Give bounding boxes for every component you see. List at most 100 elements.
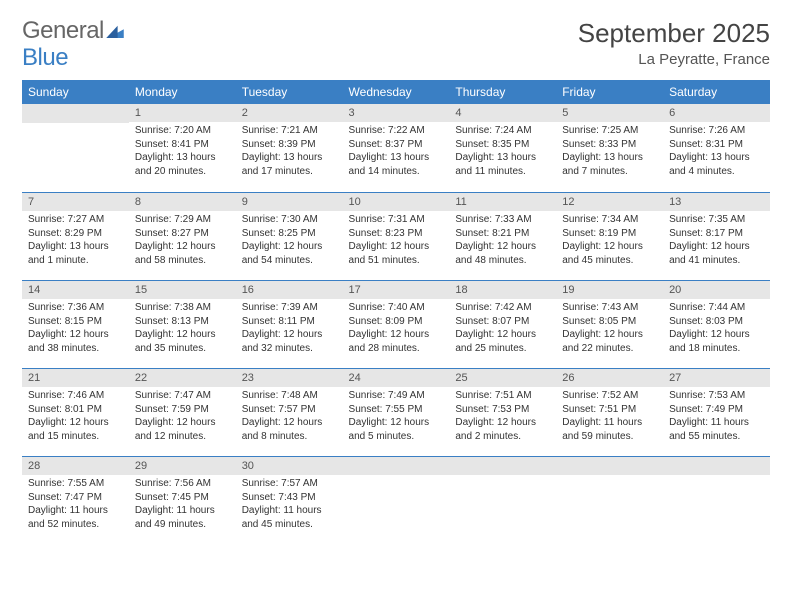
day-number: 14	[22, 280, 129, 299]
day-body: Sunrise: 7:44 AMSunset: 8:03 PMDaylight:…	[663, 299, 770, 359]
calendar-cell: 29Sunrise: 7:56 AMSunset: 7:45 PMDayligh…	[129, 456, 236, 544]
calendar-cell: 12Sunrise: 7:34 AMSunset: 8:19 PMDayligh…	[556, 192, 663, 280]
calendar-cell: 26Sunrise: 7:52 AMSunset: 7:51 PMDayligh…	[556, 368, 663, 456]
weekday-header: Thursday	[449, 80, 556, 104]
day-number: 13	[663, 192, 770, 211]
day-number: 10	[343, 192, 450, 211]
day-body: Sunrise: 7:56 AMSunset: 7:45 PMDaylight:…	[129, 475, 236, 535]
day-number: 12	[556, 192, 663, 211]
calendar-cell-empty	[22, 104, 129, 192]
calendar-row: 21Sunrise: 7:46 AMSunset: 8:01 PMDayligh…	[22, 368, 770, 456]
calendar-cell: 7Sunrise: 7:27 AMSunset: 8:29 PMDaylight…	[22, 192, 129, 280]
page-header: GeneralBlue September 2025 La Peyratte, …	[22, 18, 770, 70]
day-number: 1	[129, 104, 236, 122]
day-body: Sunrise: 7:29 AMSunset: 8:27 PMDaylight:…	[129, 211, 236, 271]
day-number: 22	[129, 368, 236, 387]
day-body: Sunrise: 7:47 AMSunset: 7:59 PMDaylight:…	[129, 387, 236, 447]
day-number: 28	[22, 456, 129, 475]
day-body: Sunrise: 7:31 AMSunset: 8:23 PMDaylight:…	[343, 211, 450, 271]
location-label: La Peyratte, France	[578, 51, 770, 68]
day-body: Sunrise: 7:51 AMSunset: 7:53 PMDaylight:…	[449, 387, 556, 447]
day-number: 23	[236, 368, 343, 387]
day-number: 25	[449, 368, 556, 387]
calendar-cell: 22Sunrise: 7:47 AMSunset: 7:59 PMDayligh…	[129, 368, 236, 456]
calendar-cell: 5Sunrise: 7:25 AMSunset: 8:33 PMDaylight…	[556, 104, 663, 192]
weekday-header: Sunday	[22, 80, 129, 104]
calendar-cell: 16Sunrise: 7:39 AMSunset: 8:11 PMDayligh…	[236, 280, 343, 368]
day-number: 2	[236, 104, 343, 122]
day-number: 17	[343, 280, 450, 299]
logo-icon	[106, 18, 124, 43]
day-body: Sunrise: 7:24 AMSunset: 8:35 PMDaylight:…	[449, 122, 556, 182]
calendar-cell: 27Sunrise: 7:53 AMSunset: 7:49 PMDayligh…	[663, 368, 770, 456]
day-body: Sunrise: 7:46 AMSunset: 8:01 PMDaylight:…	[22, 387, 129, 447]
calendar-cell: 20Sunrise: 7:44 AMSunset: 8:03 PMDayligh…	[663, 280, 770, 368]
day-body: Sunrise: 7:53 AMSunset: 7:49 PMDaylight:…	[663, 387, 770, 447]
calendar-body: 1Sunrise: 7:20 AMSunset: 8:41 PMDaylight…	[22, 104, 770, 544]
day-body: Sunrise: 7:25 AMSunset: 8:33 PMDaylight:…	[556, 122, 663, 182]
calendar-cell: 3Sunrise: 7:22 AMSunset: 8:37 PMDaylight…	[343, 104, 450, 192]
day-number: 18	[449, 280, 556, 299]
calendar-row: 1Sunrise: 7:20 AMSunset: 8:41 PMDaylight…	[22, 104, 770, 192]
calendar-cell: 4Sunrise: 7:24 AMSunset: 8:35 PMDaylight…	[449, 104, 556, 192]
weekday-header: Friday	[556, 80, 663, 104]
empty-day-strip	[663, 456, 770, 475]
page-title: September 2025	[578, 18, 770, 49]
calendar-row: 14Sunrise: 7:36 AMSunset: 8:15 PMDayligh…	[22, 280, 770, 368]
calendar-row: 7Sunrise: 7:27 AMSunset: 8:29 PMDaylight…	[22, 192, 770, 280]
day-body: Sunrise: 7:52 AMSunset: 7:51 PMDaylight:…	[556, 387, 663, 447]
day-number: 21	[22, 368, 129, 387]
calendar-cell: 13Sunrise: 7:35 AMSunset: 8:17 PMDayligh…	[663, 192, 770, 280]
day-body: Sunrise: 7:35 AMSunset: 8:17 PMDaylight:…	[663, 211, 770, 271]
day-number: 16	[236, 280, 343, 299]
day-body: Sunrise: 7:22 AMSunset: 8:37 PMDaylight:…	[343, 122, 450, 182]
empty-day-strip	[343, 456, 450, 475]
weekday-header: Saturday	[663, 80, 770, 104]
weekday-header: Monday	[129, 80, 236, 104]
logo-text-1: General	[22, 17, 104, 44]
empty-day-strip	[449, 456, 556, 475]
day-body: Sunrise: 7:48 AMSunset: 7:57 PMDaylight:…	[236, 387, 343, 447]
calendar-cell: 24Sunrise: 7:49 AMSunset: 7:55 PMDayligh…	[343, 368, 450, 456]
calendar-cell: 30Sunrise: 7:57 AMSunset: 7:43 PMDayligh…	[236, 456, 343, 544]
day-body: Sunrise: 7:34 AMSunset: 8:19 PMDaylight:…	[556, 211, 663, 271]
calendar-cell-empty	[556, 456, 663, 544]
calendar-cell: 10Sunrise: 7:31 AMSunset: 8:23 PMDayligh…	[343, 192, 450, 280]
logo-text-2: Blue	[22, 44, 68, 71]
calendar-cell: 6Sunrise: 7:26 AMSunset: 8:31 PMDaylight…	[663, 104, 770, 192]
calendar-cell: 9Sunrise: 7:30 AMSunset: 8:25 PMDaylight…	[236, 192, 343, 280]
day-number: 26	[556, 368, 663, 387]
day-body: Sunrise: 7:30 AMSunset: 8:25 PMDaylight:…	[236, 211, 343, 271]
day-body: Sunrise: 7:33 AMSunset: 8:21 PMDaylight:…	[449, 211, 556, 271]
day-number: 20	[663, 280, 770, 299]
day-number: 9	[236, 192, 343, 211]
calendar-table: SundayMondayTuesdayWednesdayThursdayFrid…	[22, 80, 770, 544]
day-body: Sunrise: 7:36 AMSunset: 8:15 PMDaylight:…	[22, 299, 129, 359]
calendar-cell-empty	[343, 456, 450, 544]
weekday-header: Wednesday	[343, 80, 450, 104]
day-number: 6	[663, 104, 770, 122]
day-number: 29	[129, 456, 236, 475]
day-body: Sunrise: 7:20 AMSunset: 8:41 PMDaylight:…	[129, 122, 236, 182]
day-body: Sunrise: 7:39 AMSunset: 8:11 PMDaylight:…	[236, 299, 343, 359]
calendar-cell-empty	[663, 456, 770, 544]
calendar-cell: 25Sunrise: 7:51 AMSunset: 7:53 PMDayligh…	[449, 368, 556, 456]
calendar-cell: 18Sunrise: 7:42 AMSunset: 8:07 PMDayligh…	[449, 280, 556, 368]
day-body: Sunrise: 7:27 AMSunset: 8:29 PMDaylight:…	[22, 211, 129, 271]
day-body: Sunrise: 7:57 AMSunset: 7:43 PMDaylight:…	[236, 475, 343, 535]
day-body: Sunrise: 7:40 AMSunset: 8:09 PMDaylight:…	[343, 299, 450, 359]
day-body: Sunrise: 7:49 AMSunset: 7:55 PMDaylight:…	[343, 387, 450, 447]
title-block: September 2025 La Peyratte, France	[578, 18, 770, 68]
day-body: Sunrise: 7:21 AMSunset: 8:39 PMDaylight:…	[236, 122, 343, 182]
calendar-cell: 21Sunrise: 7:46 AMSunset: 8:01 PMDayligh…	[22, 368, 129, 456]
day-body: Sunrise: 7:42 AMSunset: 8:07 PMDaylight:…	[449, 299, 556, 359]
calendar-cell: 1Sunrise: 7:20 AMSunset: 8:41 PMDaylight…	[129, 104, 236, 192]
calendar-cell: 19Sunrise: 7:43 AMSunset: 8:05 PMDayligh…	[556, 280, 663, 368]
day-number: 5	[556, 104, 663, 122]
day-number: 19	[556, 280, 663, 299]
calendar-cell: 23Sunrise: 7:48 AMSunset: 7:57 PMDayligh…	[236, 368, 343, 456]
day-number: 24	[343, 368, 450, 387]
day-number: 4	[449, 104, 556, 122]
calendar-row: 28Sunrise: 7:55 AMSunset: 7:47 PMDayligh…	[22, 456, 770, 544]
calendar-cell: 28Sunrise: 7:55 AMSunset: 7:47 PMDayligh…	[22, 456, 129, 544]
